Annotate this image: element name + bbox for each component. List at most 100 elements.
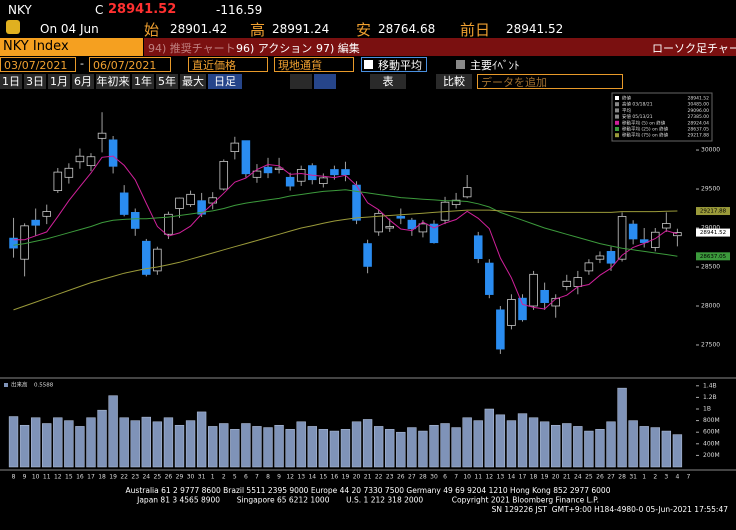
x-tick-label: 2 xyxy=(653,474,657,481)
x-tick-label: 11 xyxy=(474,474,482,481)
x-tick-label: 7 xyxy=(687,474,691,481)
x-tick-label: 15 xyxy=(320,474,328,481)
volume-bar xyxy=(639,426,649,468)
x-tick-label: 10 xyxy=(32,474,40,481)
volume-bar xyxy=(30,417,41,468)
period-button[interactable]: 1月 xyxy=(48,74,70,89)
end-date[interactable]: 06/07/2021 xyxy=(89,57,171,72)
open: 28901.42 xyxy=(170,22,228,36)
menu[interactable]: 97) 編集 xyxy=(316,42,360,55)
volume-bar xyxy=(340,429,351,468)
x-tick-label: 28 xyxy=(419,474,427,481)
start-date[interactable]: 03/07/2021 xyxy=(0,57,76,72)
alert-icon[interactable] xyxy=(6,20,20,34)
legend-value: 28637.05 xyxy=(688,127,710,133)
volume-bar xyxy=(185,420,196,468)
candle-body xyxy=(429,223,439,244)
table-button[interactable]: 表 xyxy=(370,74,406,89)
period-button[interactable]: 1日 xyxy=(0,74,22,89)
x-tick-label: 24 xyxy=(574,474,582,481)
x-tick-label: 29 xyxy=(176,474,184,481)
candle-body xyxy=(9,237,18,249)
events-toggle[interactable]: 主要ｲﾍﾞﾝﾄ xyxy=(470,59,520,72)
volume-bar xyxy=(551,424,561,468)
volume-bar xyxy=(362,419,373,468)
legend-label: 平均 xyxy=(622,107,631,114)
security[interactable]: NKY Index xyxy=(0,38,143,56)
x-tick-label: 21 xyxy=(563,474,571,481)
volume-bar xyxy=(130,420,140,468)
x-tick-label: 14 xyxy=(508,474,516,481)
menu[interactable]: 94) 推奨チャート xyxy=(148,42,236,55)
legend-label: 移動平均 (25) on 終値 xyxy=(622,126,669,133)
period-button[interactable]: 5年 xyxy=(156,74,178,89)
ma-toggle[interactable]: 移動平均 xyxy=(361,57,427,72)
candle-icon[interactable] xyxy=(314,74,336,89)
x-tick-label: 30 xyxy=(430,474,438,481)
x-tick-label: 18 xyxy=(530,474,538,481)
volume-bar xyxy=(606,421,616,468)
x-tick-label: 1 xyxy=(642,474,646,481)
period-button[interactable]: 1年 xyxy=(132,74,154,89)
candle-body xyxy=(130,212,140,229)
x-tick-label: 28 xyxy=(618,474,626,481)
x-tick-label: 13 xyxy=(297,474,305,481)
legend-value: 29217.88 xyxy=(688,133,710,139)
x-tick-label: 16 xyxy=(331,474,339,481)
period-button[interactable]: 3日 xyxy=(24,74,46,89)
x-tick-label: 30 xyxy=(187,474,195,481)
period-button[interactable]: 年初来 xyxy=(96,74,130,89)
candle-body xyxy=(418,223,428,233)
volume-bar xyxy=(462,417,472,468)
volume-bar xyxy=(506,420,517,468)
x-tick-label: 4 xyxy=(675,474,679,481)
x-tick-label: 7 xyxy=(255,474,259,481)
checkbox[interactable] xyxy=(456,60,465,69)
volume-bar xyxy=(141,416,151,468)
currency-select[interactable]: 現地通貨 xyxy=(274,57,354,72)
volume-bar xyxy=(53,417,63,468)
y-tick-label: 29000 xyxy=(701,225,720,232)
candle-body xyxy=(485,262,494,295)
candle-body xyxy=(496,309,505,350)
footer-line: SN 129226 JST GMT+9:00 H184-4980-0 05-Ju… xyxy=(492,505,729,514)
volume-bar xyxy=(152,421,163,468)
candle-body xyxy=(119,192,129,215)
legend-label: 移動平均 (5) on 終値 xyxy=(622,119,666,126)
compare-button[interactable]: 比較 xyxy=(436,74,472,89)
period-button[interactable]: 6月 xyxy=(72,74,94,89)
add-data[interactable]: データを追加 xyxy=(477,74,623,89)
candle-body xyxy=(374,212,383,233)
menu[interactable]: 96) アクション xyxy=(236,42,313,55)
y-tick-label: 28000 xyxy=(701,302,720,309)
checkbox[interactable] xyxy=(364,60,373,69)
candle-body xyxy=(142,240,151,275)
legend-label: 移動平均 (75) on 終値 xyxy=(622,132,669,139)
price-box xyxy=(696,207,730,216)
candle-body xyxy=(341,169,350,176)
volume-bar xyxy=(595,429,605,468)
period-button[interactable]: 日足 xyxy=(208,74,242,89)
x-tick-label: 6 xyxy=(443,474,447,481)
volume-bar xyxy=(274,424,284,468)
volume-bar xyxy=(573,426,583,468)
candle-body xyxy=(407,219,417,230)
chart-type[interactable]: ローソク足チャート xyxy=(652,42,736,55)
price-select[interactable]: 直近価格 xyxy=(188,57,268,72)
volume-bar xyxy=(517,413,528,468)
x-tick-label: 17 xyxy=(87,474,95,481)
x-tick-label: 9 xyxy=(23,474,27,481)
legend-value: 0.5588 xyxy=(34,383,54,389)
x-tick-label: 20 xyxy=(552,474,560,481)
candle-body xyxy=(175,197,184,209)
period-button[interactable]: 最大 xyxy=(180,74,206,89)
date: On 04 Jun xyxy=(40,22,99,36)
candle-body xyxy=(75,155,85,163)
candle-body xyxy=(64,167,74,178)
change: -116.59 xyxy=(216,3,263,17)
line-icon[interactable] xyxy=(290,74,312,89)
candle-body xyxy=(562,280,572,287)
legend-swatch xyxy=(4,383,8,387)
candle-body xyxy=(606,251,616,264)
legend-label: 出来高 xyxy=(11,381,28,389)
